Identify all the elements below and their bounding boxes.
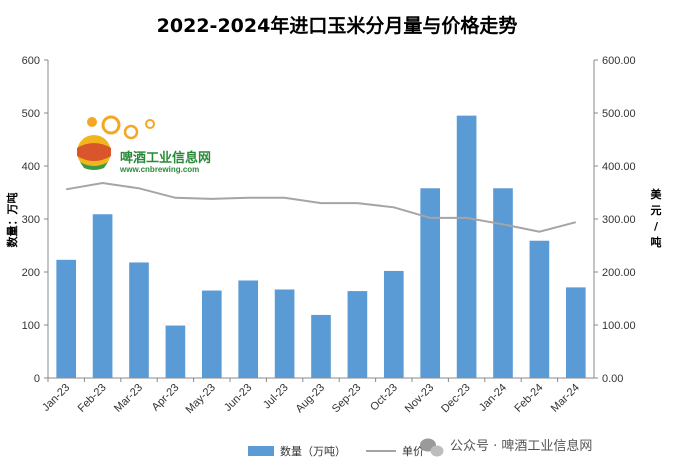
x-tick-label: Oct-23 — [368, 382, 400, 414]
y-axis-label-right-char: / — [654, 220, 659, 233]
y-axis-label-right: 美元 / 吨 — [651, 187, 663, 249]
bar — [92, 214, 113, 378]
x-tick-label: Dec-23 — [439, 382, 473, 416]
legend-swatch-bar — [248, 446, 274, 456]
bar — [347, 291, 368, 378]
y-tick-label-right: 400.00 — [602, 161, 636, 173]
x-tick-label: Sep-23 — [330, 382, 364, 416]
logo-dot-4 — [145, 119, 155, 129]
y-tick-label-left: 100 — [22, 320, 40, 332]
bar — [129, 262, 149, 378]
y-tick-label-right: 100.00 — [602, 320, 636, 332]
legend-label-line: 单价 — [402, 445, 424, 458]
wechat-icon — [420, 438, 444, 457]
x-tick-label: Feb-24 — [512, 382, 545, 415]
bar — [420, 188, 441, 378]
logo-name: 啤酒工业信息网 — [120, 150, 211, 166]
y-tick-label-left: 600 — [22, 55, 40, 67]
y-tick-label-left: 0 — [34, 373, 40, 385]
bar — [493, 188, 513, 378]
x-tick-label: Aug-23 — [294, 382, 328, 416]
x-tick-label: Feb-23 — [76, 382, 109, 415]
x-tick-label: Jul-23 — [261, 382, 291, 412]
bar — [238, 280, 259, 378]
bar — [456, 115, 477, 379]
watermark-text: 公众号 · 啤酒工业信息网 — [450, 438, 592, 454]
legend-label-bar: 数量（万吨） — [280, 445, 346, 458]
legend: 数量（万吨） 单价 — [248, 445, 424, 458]
brand-logo: 啤酒工业信息网 www.cnbrewing.com — [77, 115, 211, 174]
y-tick-label-right: 0.00 — [602, 373, 623, 385]
logo-dot-3 — [123, 124, 139, 140]
y-tick-label-left: 200 — [22, 267, 40, 279]
y-tick-label-right: 300.00 — [602, 214, 636, 226]
y-axis-label-left: 数量：万吨 — [5, 193, 19, 248]
y-tick-label-right: 500.00 — [602, 108, 636, 120]
logo-dot-2 — [101, 115, 121, 135]
y-tick-label-left: 500 — [22, 108, 40, 120]
watermark: 公众号 · 啤酒工业信息网 — [420, 438, 592, 457]
x-tick-label: Jan-24 — [477, 382, 509, 414]
y-axis-label-right-char: 美 — [651, 187, 663, 201]
y-axis-label-right-char: 元 — [651, 204, 662, 217]
x-tick-label: Mar-24 — [549, 382, 582, 415]
y-axis-label-right-char: 吨 — [651, 235, 662, 249]
y-tick-label-right: 600.00 — [602, 55, 636, 67]
logo-url: www.cnbrewing.com — [119, 165, 199, 174]
bar — [529, 240, 550, 378]
bar — [165, 325, 186, 378]
x-tick-label: May-23 — [183, 382, 217, 416]
bar — [274, 289, 295, 378]
line-series — [66, 181, 577, 233]
y-tick-label-left: 300 — [22, 214, 40, 226]
x-tick-label: Mar-23 — [112, 382, 145, 415]
price-line — [66, 181, 577, 233]
x-tick-label: Nov-23 — [403, 382, 437, 416]
logo-globe-base — [80, 162, 108, 170]
logo-globe-band — [77, 143, 111, 161]
bar — [201, 290, 222, 378]
bar — [565, 287, 586, 378]
x-tick-label: Apr-23 — [150, 382, 182, 414]
x-tick-label: Jan-23 — [40, 382, 72, 414]
logo-dot-1 — [87, 117, 97, 127]
bar — [56, 259, 77, 378]
x-tick-label: Jun-23 — [222, 382, 254, 414]
chart-title: 2022-2024年进口玉米分月量与价格走势 — [157, 14, 518, 37]
y-tick-label-right: 200.00 — [602, 267, 636, 279]
y-tick-label-left: 400 — [22, 161, 40, 173]
bar-series — [56, 115, 586, 379]
x-tick-labels: Jan-23 Feb-23 Mar-23 Apr-23 May-23 Jun-23 Jul-… — [40, 378, 582, 416]
bar — [383, 270, 404, 378]
bar — [311, 314, 331, 378]
